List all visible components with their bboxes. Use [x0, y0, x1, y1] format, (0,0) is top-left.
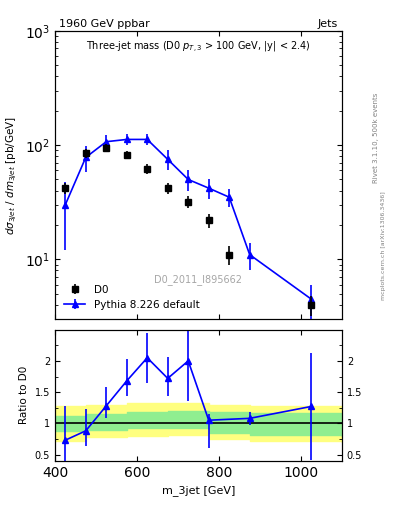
- Y-axis label: Ratio to D0: Ratio to D0: [19, 366, 29, 424]
- Text: mcplots.cern.ch [arXiv:1306.3436]: mcplots.cern.ch [arXiv:1306.3436]: [382, 191, 386, 300]
- Text: Three-jet mass (D0 $p_{T,3}$ > 100 GeV, |y| < 2.4): Three-jet mass (D0 $p_{T,3}$ > 100 GeV, …: [86, 39, 311, 54]
- Text: D0_2011_I895662: D0_2011_I895662: [154, 274, 242, 285]
- Text: Jets: Jets: [318, 19, 338, 30]
- Legend: D0, Pythia 8.226 default: D0, Pythia 8.226 default: [60, 281, 204, 314]
- Y-axis label: $d\sigma_{3jet}$ / $dm_{3jet}$ [pb/GeV]: $d\sigma_{3jet}$ / $dm_{3jet}$ [pb/GeV]: [5, 115, 19, 234]
- Text: 1960 GeV ppbar: 1960 GeV ppbar: [59, 19, 150, 30]
- X-axis label: m_3jet [GeV]: m_3jet [GeV]: [162, 485, 235, 496]
- Text: Rivet 3.1.10, 500k events: Rivet 3.1.10, 500k events: [373, 93, 380, 183]
